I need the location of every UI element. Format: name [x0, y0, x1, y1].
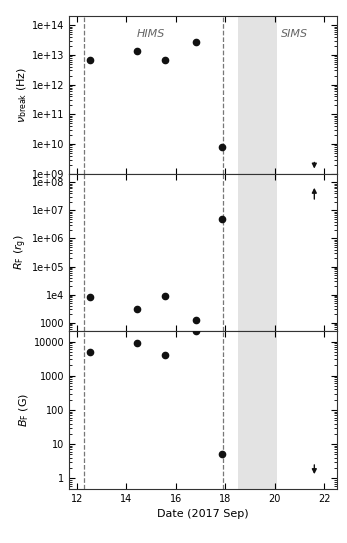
Point [135, 46, 140, 55]
Point [219, 214, 224, 223]
Point [219, 143, 224, 151]
Y-axis label: $B_{\mathrm{F}}$ (G): $B_{\mathrm{F}}$ (G) [18, 393, 31, 427]
X-axis label: Date (2017 Sep): Date (2017 Sep) [157, 509, 249, 519]
Point [193, 37, 198, 46]
Point [162, 351, 167, 359]
Point [135, 305, 140, 314]
Point [88, 293, 93, 302]
Bar [238, 16, 277, 174]
Text: SIMS: SIMS [281, 29, 308, 39]
Point [193, 327, 198, 336]
Bar [238, 331, 277, 489]
Y-axis label: $R_{\mathrm{F}}$ ($r_{\mathrm{g}}$): $R_{\mathrm{F}}$ ($r_{\mathrm{g}}$) [13, 235, 29, 270]
Point [88, 55, 93, 64]
Bar [238, 174, 277, 331]
Point [162, 292, 167, 300]
Y-axis label: $\nu_{\mathrm{break}}$ (Hz): $\nu_{\mathrm{break}}$ (Hz) [16, 67, 29, 123]
Point [193, 315, 198, 324]
Text: HIMS: HIMS [137, 29, 165, 39]
Point [219, 450, 224, 459]
Point [162, 55, 167, 64]
Point [135, 339, 140, 348]
Point [88, 348, 93, 356]
